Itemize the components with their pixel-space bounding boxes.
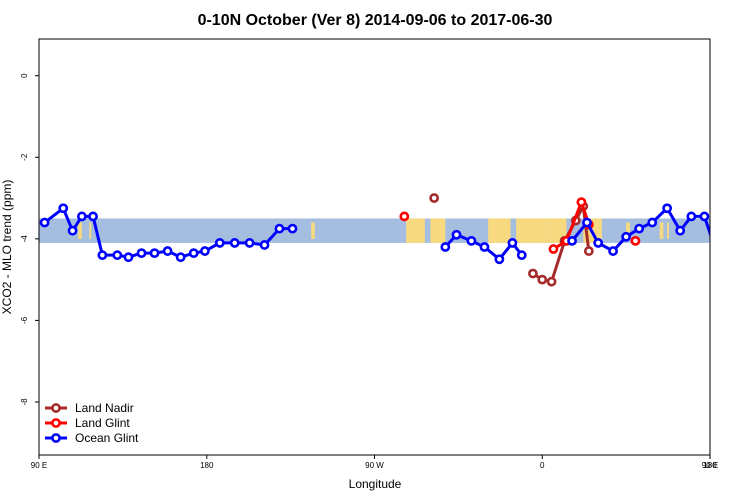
data-point xyxy=(740,254,747,261)
data-point xyxy=(136,248,147,259)
x-tick-label: 90 E xyxy=(31,461,47,470)
data-point xyxy=(244,238,255,248)
land-patch xyxy=(430,218,446,243)
data-point xyxy=(567,235,577,246)
data-point xyxy=(76,211,87,222)
x-tick-label: 180 xyxy=(200,461,214,470)
data-point xyxy=(175,252,186,263)
data-point xyxy=(67,225,78,236)
data-point xyxy=(634,223,645,234)
chart-title: 0-10N October (Ver 8) 2014-09-06 to 2017… xyxy=(198,12,553,29)
data-point xyxy=(583,246,594,256)
x-axis-label: Longitude xyxy=(349,477,402,491)
y-tick-label: -8 xyxy=(20,398,29,406)
data-point xyxy=(429,193,440,203)
legend-item: Land Glint xyxy=(45,416,130,430)
y-tick-label: -6 xyxy=(20,316,29,324)
data-point xyxy=(582,217,592,228)
data-point xyxy=(123,252,134,263)
series-layer xyxy=(39,193,747,287)
legend-marker xyxy=(51,433,61,443)
data-point xyxy=(686,211,697,222)
data-point xyxy=(39,217,50,228)
ocean-band xyxy=(39,218,710,243)
series-line xyxy=(552,200,591,251)
island-patch xyxy=(311,222,315,239)
data-point xyxy=(621,231,632,242)
data-point xyxy=(274,223,285,234)
x-tick-label: 180 xyxy=(703,461,717,470)
series-line xyxy=(570,206,710,253)
island-patch xyxy=(667,222,669,239)
legend-label: Ocean Glint xyxy=(75,431,139,445)
island-patch xyxy=(78,222,82,239)
data-point xyxy=(675,225,686,236)
data-point xyxy=(647,217,658,228)
data-point xyxy=(162,246,173,256)
data-point xyxy=(259,240,270,250)
data-point xyxy=(714,252,721,259)
data-point xyxy=(229,238,240,248)
island-patch xyxy=(659,222,664,239)
data-point xyxy=(507,238,518,248)
land-patch xyxy=(488,218,511,243)
data-point xyxy=(466,235,477,246)
data-point xyxy=(440,242,451,252)
data-point xyxy=(399,211,410,222)
data-point xyxy=(188,248,199,259)
data-point xyxy=(528,268,538,279)
x-tick-label: 0 xyxy=(540,461,545,470)
data-point xyxy=(199,246,210,256)
data-point xyxy=(537,274,548,285)
legend-item: Ocean Glint xyxy=(45,431,139,445)
data-point xyxy=(112,250,123,261)
data-point xyxy=(149,248,160,259)
y-tick-label: 0 xyxy=(20,73,29,78)
data-point xyxy=(88,211,98,222)
data-point xyxy=(546,276,557,287)
legend-label: Land Glint xyxy=(75,416,130,430)
legend-label: Land Nadir xyxy=(75,401,134,415)
data-point xyxy=(576,197,587,208)
legend-marker xyxy=(51,418,61,428)
data-point xyxy=(479,242,490,252)
data-point xyxy=(58,203,69,214)
data-point xyxy=(494,254,505,265)
data-point xyxy=(630,235,641,246)
data-point xyxy=(516,250,527,261)
y-axis-label: XCO2 - MLO trend (ppm) xyxy=(0,180,14,315)
data-point xyxy=(593,238,604,248)
surface-band xyxy=(39,218,710,243)
data-point xyxy=(97,250,108,261)
data-point xyxy=(727,252,734,259)
land-patch xyxy=(516,218,550,243)
data-point xyxy=(287,223,298,234)
data-point xyxy=(662,203,673,214)
island-patch xyxy=(626,222,630,239)
data-point xyxy=(548,244,559,254)
island-patch xyxy=(89,222,92,239)
plot-frame xyxy=(38,38,711,456)
x-tick-label: 90 W xyxy=(365,461,384,470)
legend-marker xyxy=(51,403,61,413)
land-patch xyxy=(406,218,425,243)
legend-item: Land Nadir xyxy=(45,401,134,415)
x-tick-label: 90 E xyxy=(702,461,718,470)
data-point xyxy=(214,238,225,248)
data-point xyxy=(699,211,710,222)
y-axis: 0 -2 -4 -6 -8 xyxy=(20,73,39,406)
series-ocean-glint xyxy=(39,203,747,265)
data-point xyxy=(451,229,462,240)
data-point xyxy=(608,246,618,256)
y-tick-label: -2 xyxy=(20,153,29,161)
y-tick-label: -4 xyxy=(20,235,29,243)
